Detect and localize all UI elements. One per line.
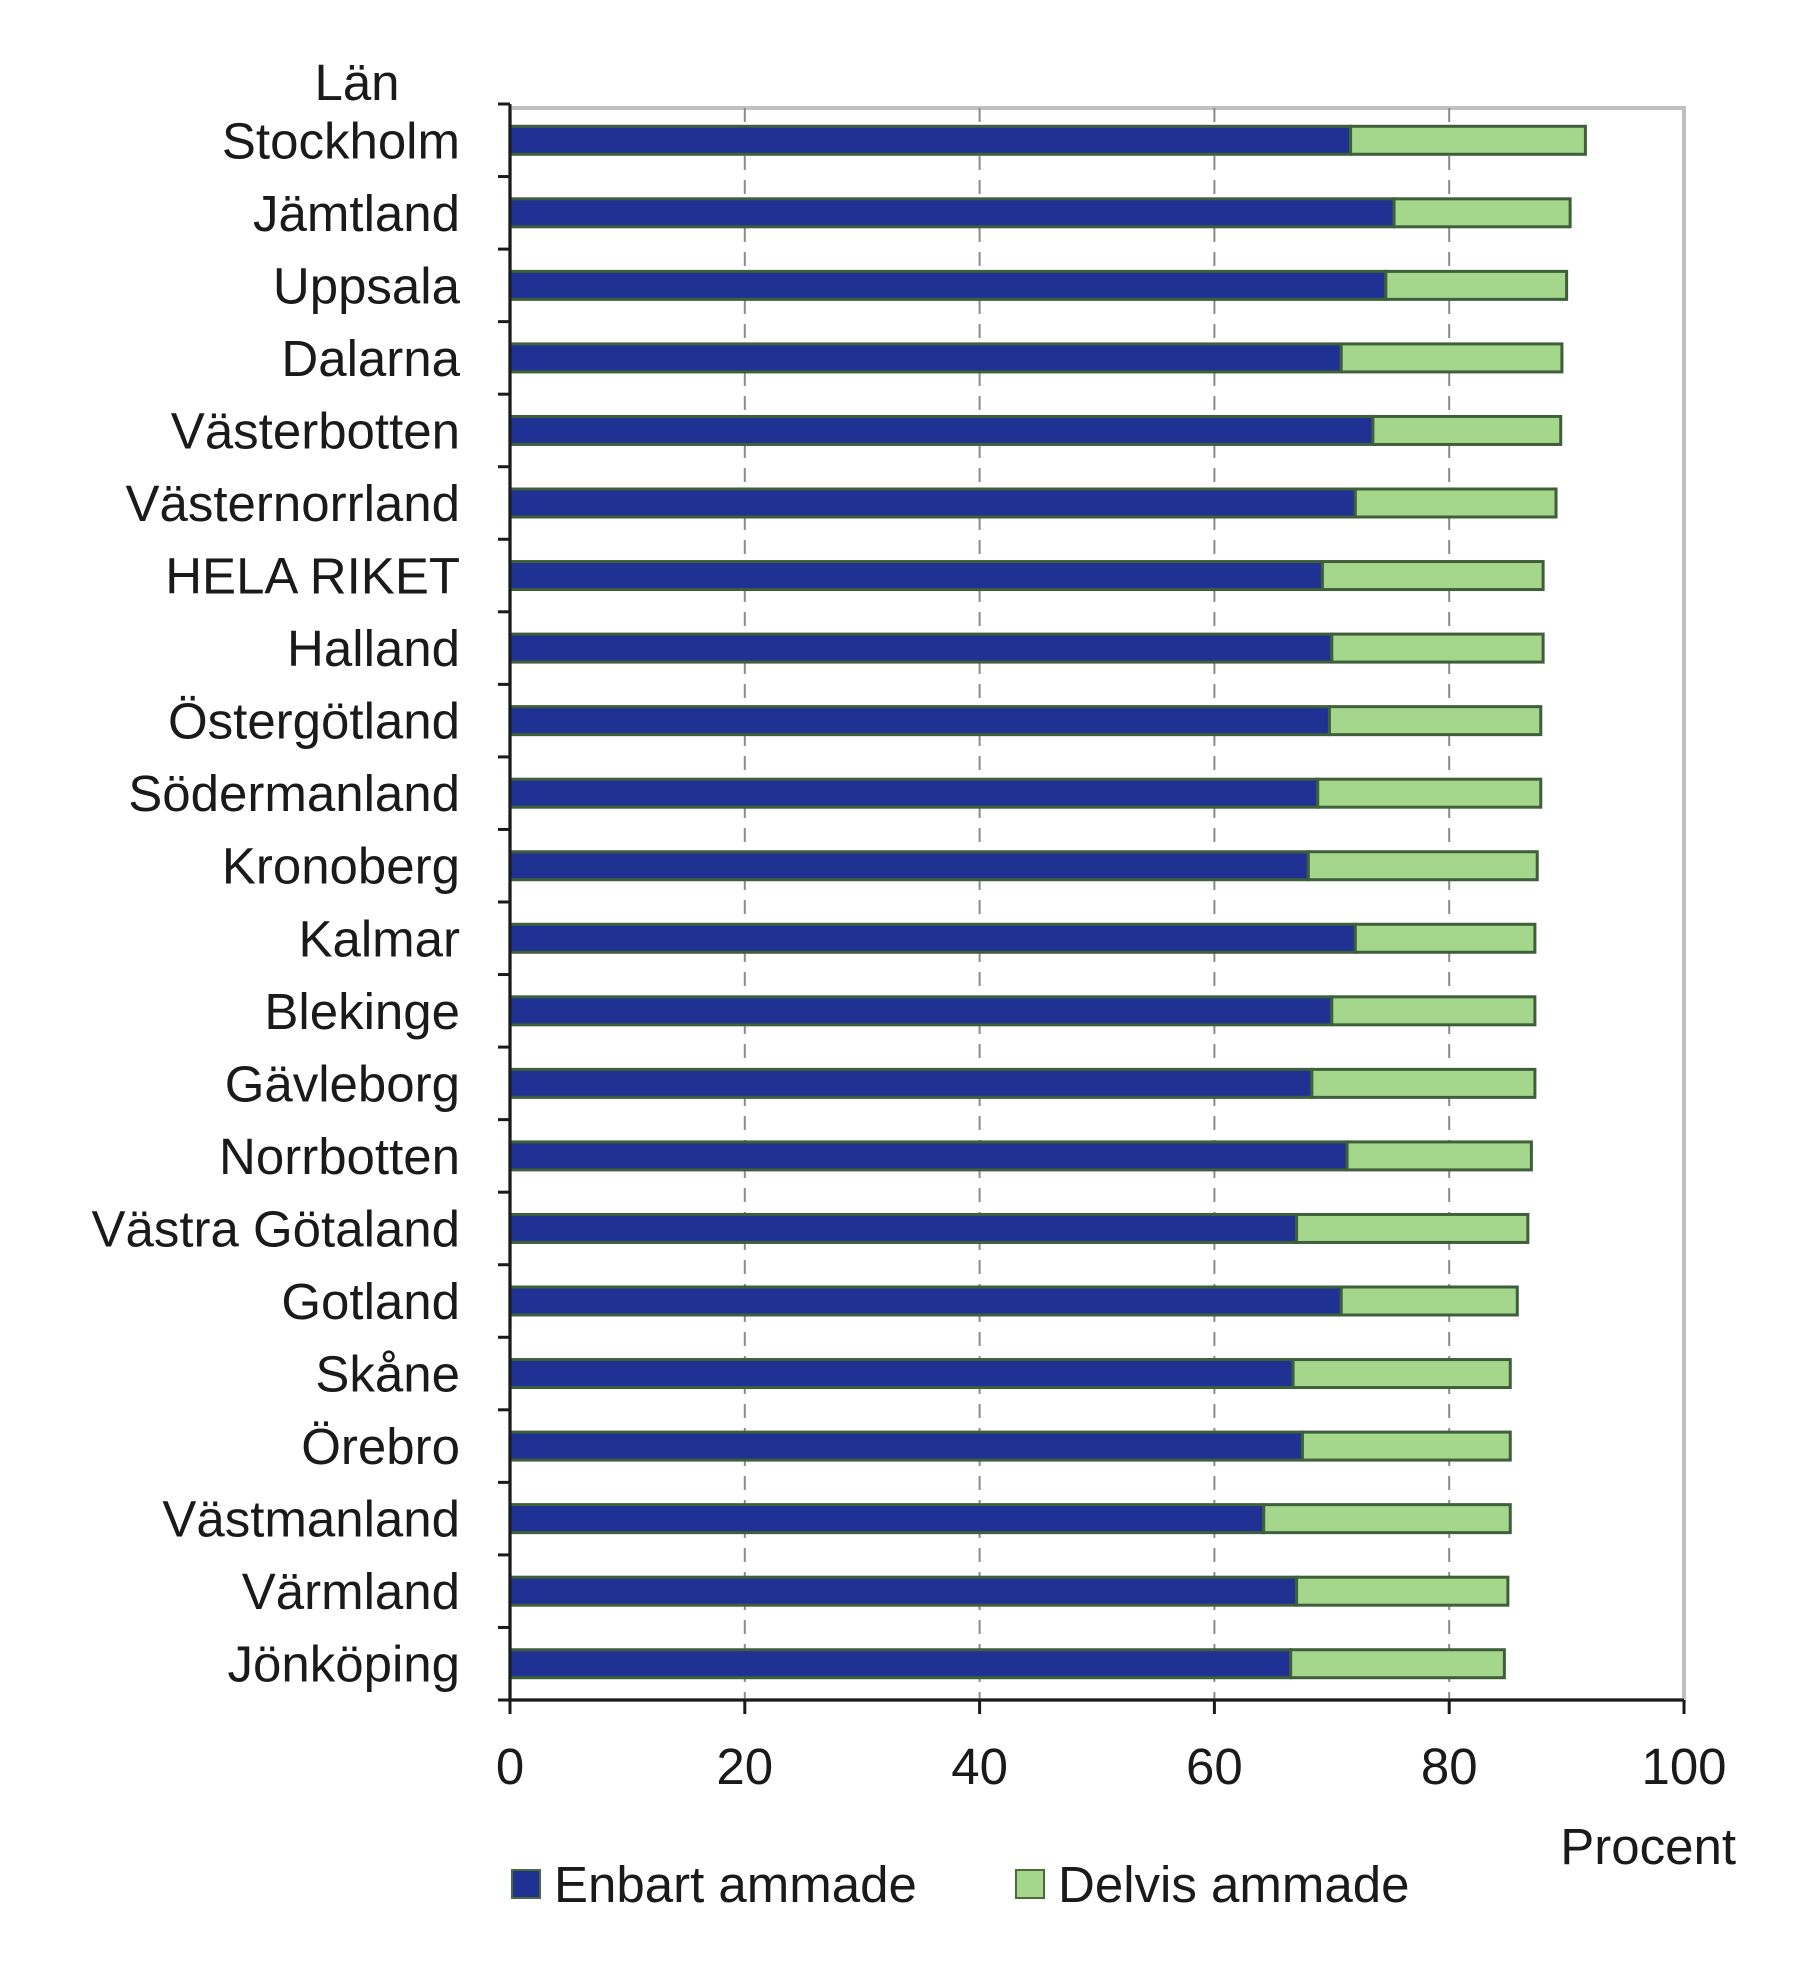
x-tick-label: 20 bbox=[716, 1738, 773, 1795]
bar-delvis-21 bbox=[1289, 1648, 1506, 1680]
category-label: Kronoberg bbox=[222, 838, 460, 895]
bar-enbart-18 bbox=[508, 1430, 1304, 1462]
category-label: Västerbotten bbox=[171, 402, 460, 459]
legend-label-delvis: Delvis ammade bbox=[1058, 1856, 1409, 1913]
x-tick-label: 40 bbox=[951, 1738, 1008, 1795]
legend: Enbart ammade Delvis ammade bbox=[511, 1856, 1409, 1913]
x-axis-title: Procent bbox=[1560, 1818, 1736, 1875]
legend-swatch-enbart bbox=[511, 1869, 541, 1899]
category-label: Västmanland bbox=[162, 1491, 460, 1548]
legend-label-enbart: Enbart ammade bbox=[554, 1856, 917, 1913]
bar-enbart-4 bbox=[508, 414, 1375, 446]
bar-enbart-15 bbox=[508, 1212, 1299, 1244]
bar-delvis-6 bbox=[1320, 560, 1545, 592]
category-label: Stockholm bbox=[222, 112, 460, 169]
bar-enbart-21 bbox=[508, 1648, 1293, 1680]
category-label: HELA RIKET bbox=[165, 548, 460, 605]
bar-delvis-13 bbox=[1310, 1067, 1537, 1099]
category-label: Kalmar bbox=[298, 910, 460, 967]
bar-delvis-12 bbox=[1330, 995, 1537, 1027]
category-label: Norrbotten bbox=[219, 1128, 460, 1185]
x-tick-label: 0 bbox=[496, 1738, 524, 1795]
category-label: Södermanland bbox=[128, 765, 460, 822]
x-tick-label: 100 bbox=[1641, 1738, 1726, 1795]
category-label: Gävleborg bbox=[225, 1055, 460, 1112]
bar-enbart-10 bbox=[508, 850, 1310, 882]
bar-enbart-16 bbox=[508, 1285, 1343, 1317]
bar-delvis-9 bbox=[1316, 777, 1543, 809]
bar-enbart-9 bbox=[508, 777, 1320, 809]
bar-delvis-3 bbox=[1339, 342, 1564, 374]
bar-delvis-18 bbox=[1300, 1430, 1512, 1462]
category-label: Uppsala bbox=[273, 257, 461, 314]
bar-enbart-11 bbox=[508, 922, 1357, 954]
bar-enbart-12 bbox=[508, 995, 1334, 1027]
x-tick-labels: 0 20 40 60 80 100 bbox=[496, 1700, 1727, 1795]
bar-delvis-4 bbox=[1371, 414, 1563, 446]
bar-delvis-11 bbox=[1353, 922, 1537, 954]
bar-delvis-16 bbox=[1339, 1285, 1519, 1317]
bar-delvis-7 bbox=[1330, 632, 1545, 664]
bar-delvis-19 bbox=[1262, 1503, 1512, 1535]
bar-delvis-0 bbox=[1349, 124, 1587, 156]
bar-delvis-1 bbox=[1392, 197, 1572, 229]
category-label: Gotland bbox=[281, 1273, 460, 1330]
bar-delvis-8 bbox=[1327, 705, 1543, 737]
bar-enbart-8 bbox=[508, 705, 1331, 737]
category-labels: Stockholm Jämtland Uppsala Dalarna Västerbot… bbox=[91, 112, 460, 1692]
category-label: Skåne bbox=[315, 1346, 460, 1403]
category-label: Blekinge bbox=[264, 983, 460, 1040]
axes bbox=[498, 102, 1684, 1702]
category-label: Örebro bbox=[301, 1418, 460, 1475]
bar-enbart-3 bbox=[508, 342, 1343, 374]
x-tick-label: 60 bbox=[1186, 1738, 1243, 1795]
legend-swatch-delvis bbox=[1015, 1869, 1045, 1899]
bar-enbart-2 bbox=[508, 269, 1388, 301]
bar-delvis-2 bbox=[1384, 269, 1569, 301]
bar-enbart-7 bbox=[508, 632, 1334, 664]
bars bbox=[508, 124, 1587, 1680]
category-label: Jönköping bbox=[227, 1636, 460, 1693]
category-label: Halland bbox=[287, 620, 460, 677]
bar-enbart-5 bbox=[508, 487, 1357, 519]
category-label: Värmland bbox=[242, 1563, 460, 1620]
category-label: Jämtland bbox=[253, 185, 460, 242]
bar-delvis-14 bbox=[1345, 1140, 1533, 1172]
y-axis-title: Län bbox=[314, 54, 399, 111]
bar-delvis-15 bbox=[1295, 1212, 1530, 1244]
category-label: Dalarna bbox=[281, 330, 460, 387]
x-tick-label: 80 bbox=[1421, 1738, 1478, 1795]
bar-enbart-19 bbox=[508, 1503, 1266, 1535]
category-label: Östergötland bbox=[168, 693, 460, 750]
category-label: Västernorrland bbox=[125, 475, 460, 532]
bar-enbart-20 bbox=[508, 1575, 1299, 1607]
bar-enbart-1 bbox=[508, 197, 1396, 229]
bar-enbart-17 bbox=[508, 1358, 1295, 1390]
bar-enbart-14 bbox=[508, 1140, 1349, 1172]
bar-delvis-10 bbox=[1306, 850, 1539, 882]
category-label: Västra Götaland bbox=[91, 1200, 460, 1257]
bar-delvis-20 bbox=[1295, 1575, 1510, 1607]
bar-delvis-17 bbox=[1291, 1358, 1512, 1390]
bar-enbart-13 bbox=[508, 1067, 1314, 1099]
bar-enbart-0 bbox=[508, 124, 1353, 156]
bar-delvis-5 bbox=[1353, 487, 1558, 519]
bar-enbart-6 bbox=[508, 560, 1324, 592]
